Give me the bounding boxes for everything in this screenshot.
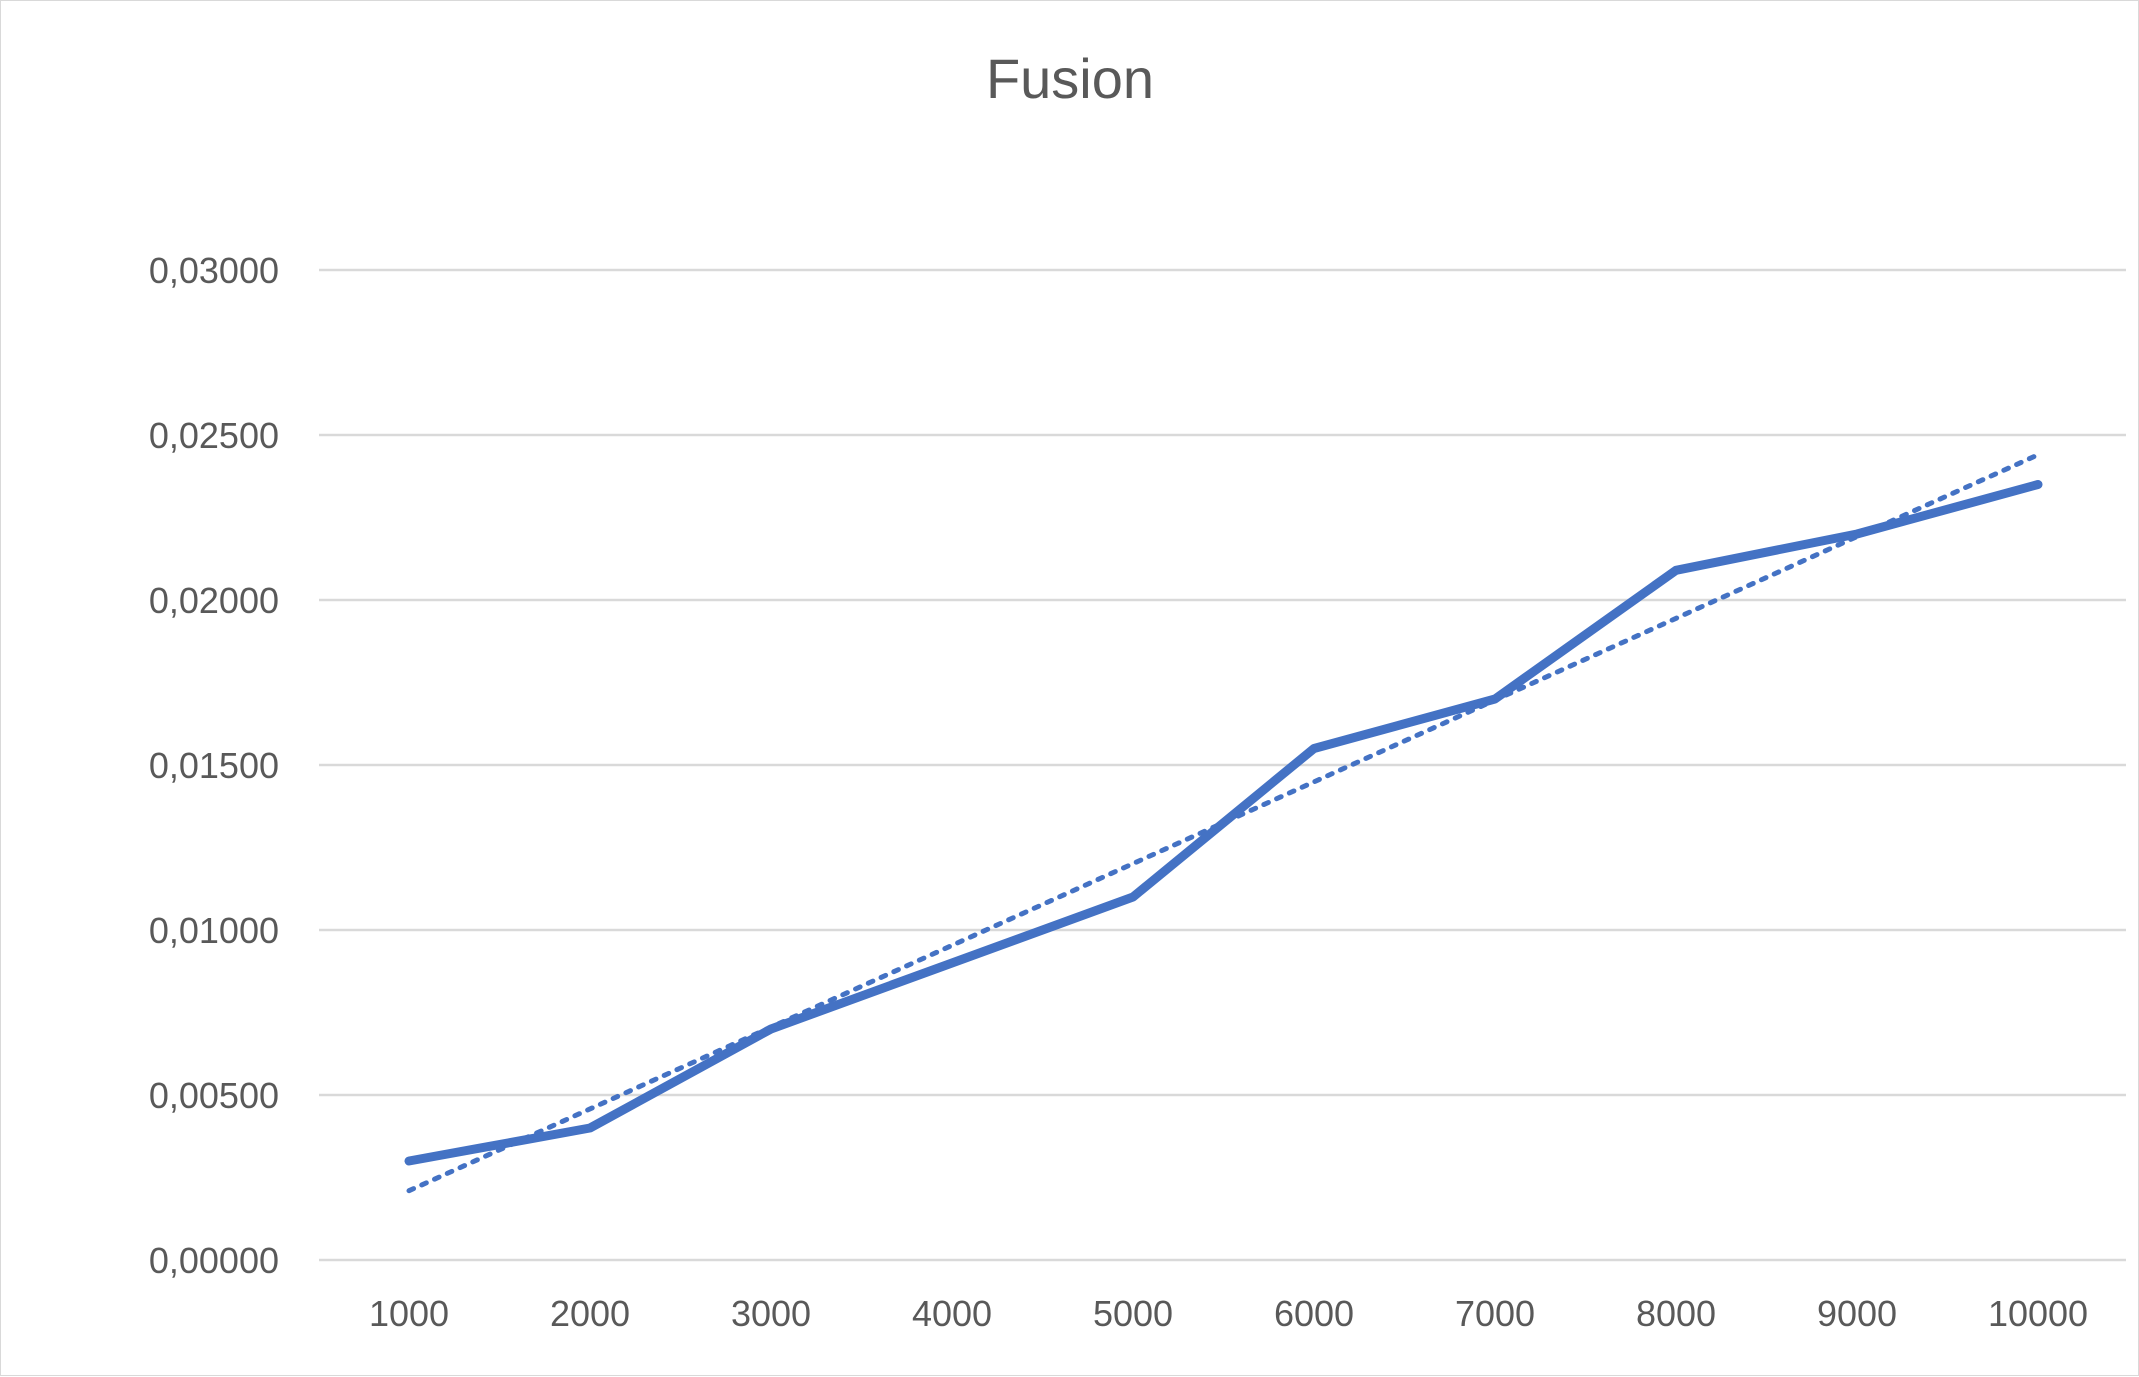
y-tick-label: 0,03000 [149,250,279,291]
x-tick-label: 6000 [1274,1293,1354,1334]
x-tick-label: 4000 [912,1293,992,1334]
gridlines [319,268,2126,1262]
chart-title: Fusion [986,47,1154,110]
y-tick-label: 0,00000 [149,1240,279,1281]
y-tick-label: 0,00500 [149,1075,279,1116]
x-tick-label: 1000 [369,1293,449,1334]
x-tick-label: 10000 [1988,1293,2088,1334]
series [404,480,2043,1166]
y-axis-labels: 0,00000 0,00500 0,01000 0,01500 0,02000 0,025… [149,250,279,1281]
x-tick-label: 7000 [1455,1293,1535,1334]
y-tick-label: 0,01500 [149,745,279,786]
x-axis-labels: 1000 2000 3000 4000 5000 6000 7000 8000 9000 1000… [369,1293,2088,1334]
x-tick-label: 8000 [1636,1293,1716,1334]
x-tick-label: 3000 [731,1293,811,1334]
y-tick-label: 0,02000 [149,580,279,621]
x-tick-label: 9000 [1817,1293,1897,1334]
y-tick-label: 0,02500 [149,415,279,456]
y-tick-label: 0,01000 [149,910,279,951]
series-line-0 [404,480,2043,1166]
x-tick-label: 2000 [550,1293,630,1334]
x-tick-label: 5000 [1093,1293,1173,1334]
